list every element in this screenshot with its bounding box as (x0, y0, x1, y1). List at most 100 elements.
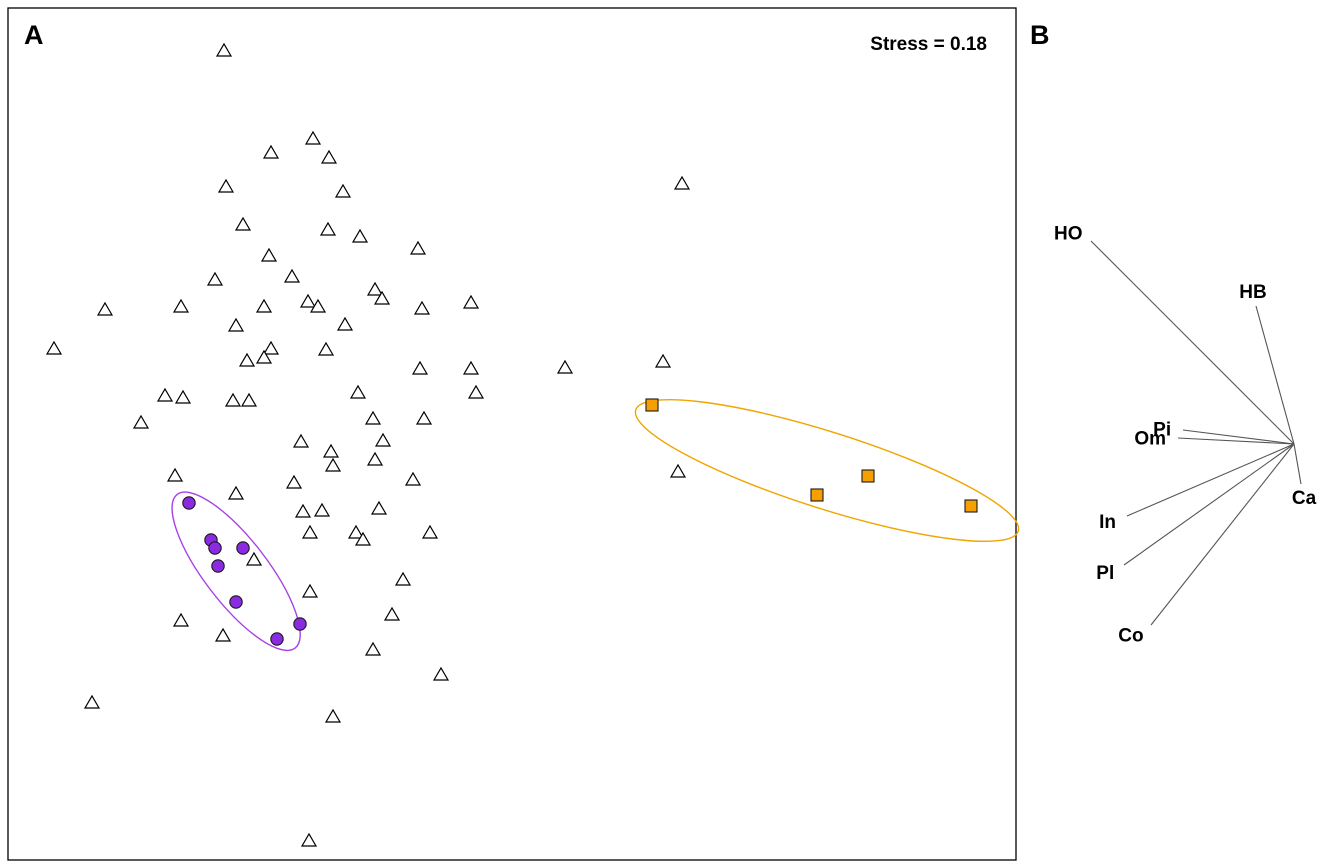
vector-line-hb (1255, 305, 1295, 445)
triangle-point (354, 531, 372, 546)
triangle-point (174, 389, 192, 404)
triangle-point (317, 341, 335, 356)
triangle-point (215, 42, 233, 57)
triangle-point (336, 316, 354, 331)
triangle-point (364, 641, 382, 656)
triangle-point (654, 353, 672, 368)
triangle-point (669, 463, 687, 478)
triangle-point (409, 240, 427, 255)
vector-line-in (1126, 443, 1295, 517)
triangle-point (234, 216, 252, 231)
circle-point (229, 595, 243, 609)
triangle-point (394, 571, 412, 586)
triangle-point (45, 340, 63, 355)
triangle-point (364, 410, 382, 425)
group-ellipses (171, 398, 1020, 652)
triangle-point (172, 298, 190, 313)
triangle-point (96, 301, 114, 316)
circle-group-ellipse (171, 491, 301, 652)
vector-line-pi (1182, 429, 1295, 445)
triangle-point (301, 524, 319, 539)
triangle-point (285, 474, 303, 489)
triangle-point (319, 221, 337, 236)
triangle-point (262, 340, 280, 355)
triangle-point (156, 387, 174, 402)
triangle-point (411, 360, 429, 375)
triangle-point (322, 443, 340, 458)
square-group-ellipse (634, 398, 1020, 543)
circle-point (293, 617, 307, 631)
vector-line-om (1177, 437, 1295, 445)
triangle-point (238, 352, 256, 367)
triangle-point (262, 144, 280, 159)
triangle-point (227, 485, 245, 500)
triangle-point (217, 178, 235, 193)
triangle-point (300, 832, 318, 847)
vector-label-ho: HO (1054, 224, 1083, 245)
triangle-point (421, 524, 439, 539)
triangle-point (462, 360, 480, 375)
circle-point (236, 541, 250, 555)
circle-point (270, 632, 284, 646)
triangle-point (166, 467, 184, 482)
square-point (645, 398, 659, 412)
triangle-point (320, 149, 338, 164)
triangle-point (224, 392, 242, 407)
triangle-point (304, 130, 322, 145)
triangle-point (383, 606, 401, 621)
vector-label-hb: HB (1239, 282, 1266, 303)
triangle-point (373, 290, 391, 305)
triangle-point (366, 451, 384, 466)
triangle-point (467, 384, 485, 399)
vector-label-pl: Pl (1096, 563, 1114, 584)
triangle-point (324, 708, 342, 723)
triangle-point (462, 294, 480, 309)
triangle-point (673, 175, 691, 190)
triangle-point (313, 502, 331, 517)
square-point (861, 469, 875, 483)
triangle-point (214, 627, 232, 642)
square-point (810, 488, 824, 502)
triangle-point (245, 551, 263, 566)
vector-label-in: In (1099, 512, 1116, 533)
triangle-point (301, 583, 319, 598)
triangle-point (83, 694, 101, 709)
panel-b-label: B (1030, 20, 1050, 50)
triangle-point (292, 433, 310, 448)
circle-point (211, 559, 225, 573)
panel-a-frame (7, 7, 1017, 861)
triangle-point (255, 298, 273, 313)
triangle-point (415, 410, 433, 425)
vector-label-pi: Pi (1153, 419, 1171, 440)
triangle-point (556, 359, 574, 374)
triangle-point (206, 271, 224, 286)
vector-label-ca: Ca (1292, 488, 1317, 509)
circle-point (182, 496, 196, 510)
triangle-point (227, 317, 245, 332)
triangle-point (366, 281, 384, 296)
triangle-point (324, 457, 342, 472)
stress-annotation: Stress = 0.18 (870, 34, 987, 55)
triangle-point (370, 500, 388, 515)
triangle-point (334, 183, 352, 198)
triangle-point (309, 298, 327, 313)
vector-line-co (1150, 443, 1295, 626)
triangle-point (299, 293, 317, 308)
triangle-point (132, 414, 150, 429)
triangle-point (347, 524, 365, 539)
triangle-point (404, 471, 422, 486)
triangle-point (432, 666, 450, 681)
triangle-point (413, 300, 431, 315)
triangle-point (255, 349, 273, 364)
triangle-point (349, 384, 367, 399)
vector-label-co: Co (1118, 625, 1143, 646)
triangle-point (260, 247, 278, 262)
panel-a-label: A (24, 20, 44, 50)
vector-line-ho (1090, 240, 1295, 445)
vector-label-om: Om (1134, 428, 1166, 449)
triangle-point (374, 432, 392, 447)
vector-line-ca (1293, 443, 1302, 485)
triangle-point (351, 228, 369, 243)
